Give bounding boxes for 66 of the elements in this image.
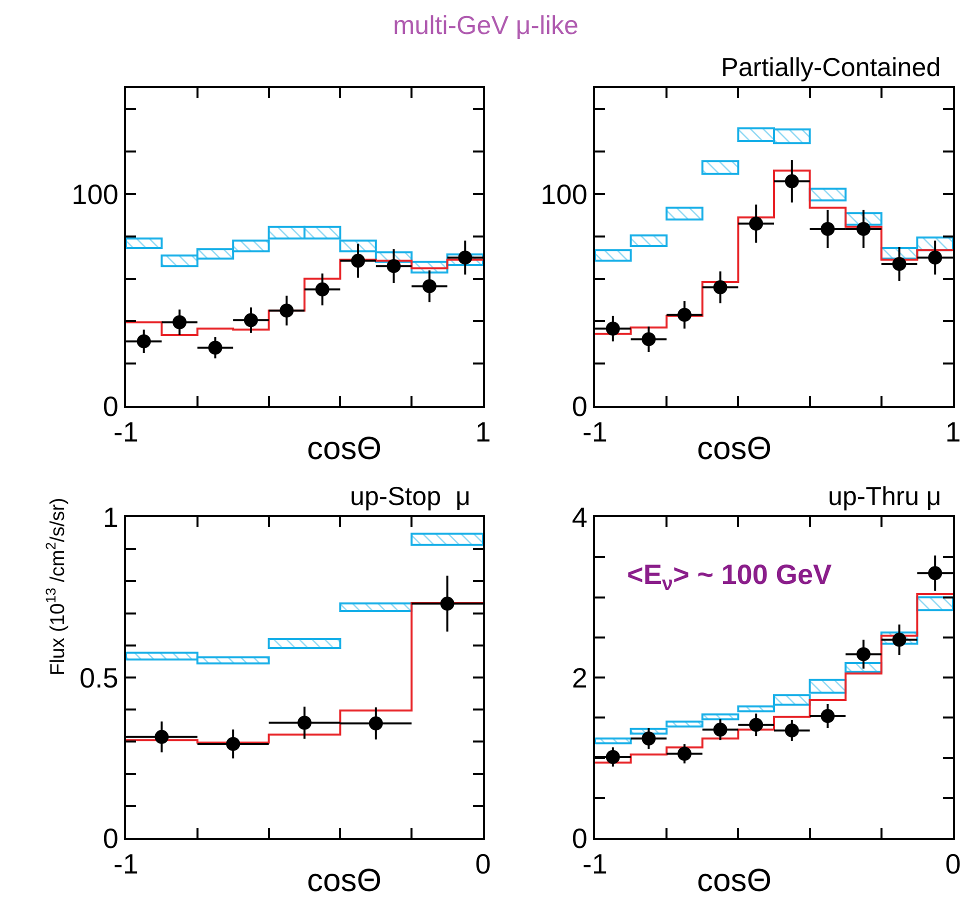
point: [713, 722, 728, 737]
point: [208, 340, 222, 355]
point: [315, 282, 330, 296]
y-tick-label: 100: [72, 178, 118, 210]
x-tick-label: 1: [945, 416, 961, 448]
bar: [808, 188, 847, 202]
x-tick-label: 0: [475, 848, 491, 880]
point: [713, 280, 728, 294]
chart-title: up-Thru μ: [828, 481, 942, 511]
bar: [844, 662, 882, 673]
y-tick-label: 4: [572, 502, 588, 533]
point: [856, 222, 870, 236]
bar: [666, 206, 704, 220]
bar: [595, 737, 632, 744]
point: [678, 746, 692, 761]
point: [892, 256, 906, 271]
chart-title: multi-GeV μ-like: [393, 10, 578, 40]
bar: [410, 532, 483, 546]
point: [154, 730, 169, 744]
point: [440, 596, 454, 611]
point: [784, 174, 799, 188]
point: [244, 313, 258, 328]
point: [351, 254, 366, 268]
bar: [339, 602, 413, 612]
point: [422, 279, 436, 294]
point: [749, 718, 764, 732]
x-axis-title: cosΘ: [307, 862, 382, 897]
point: [386, 259, 401, 274]
chart-title: Partially-Contained: [721, 52, 941, 82]
point: [172, 315, 187, 330]
x-axis-title: cosΘ: [307, 430, 382, 466]
point: [820, 709, 835, 724]
x-tick-label: 1: [475, 416, 491, 448]
bar: [595, 249, 632, 262]
y-tick-label: 2: [572, 662, 588, 694]
x-axis-title: cosΘ: [697, 862, 772, 897]
y-tick-label: 100: [540, 178, 588, 210]
x-axis-title: cosΘ: [697, 430, 772, 466]
annotation: <E$_{ν}$> ~ 100 GeV: [627, 559, 832, 595]
y-tick-label: 0.5: [79, 662, 118, 694]
point: [298, 716, 312, 730]
point: [642, 332, 656, 346]
bar: [916, 596, 953, 612]
point: [892, 632, 906, 647]
point: [784, 723, 799, 738]
bar: [630, 234, 668, 247]
point: [280, 304, 294, 318]
point: [606, 322, 620, 336]
point: [226, 736, 240, 751]
y-tick-label: 1: [102, 502, 118, 533]
point: [642, 731, 656, 746]
bar: [701, 160, 740, 175]
point: [820, 222, 835, 236]
chart-title: up-Stop μ: [350, 481, 470, 511]
point: [928, 250, 942, 265]
point: [928, 566, 942, 580]
x-tick-label: 0: [945, 848, 961, 880]
point: [136, 334, 151, 348]
point: [458, 250, 472, 265]
point: [678, 308, 692, 322]
point: [856, 647, 870, 662]
point: [606, 750, 620, 764]
bar: [268, 638, 342, 649]
point: [368, 716, 383, 730]
bar: [126, 238, 163, 250]
point: [749, 216, 764, 231]
